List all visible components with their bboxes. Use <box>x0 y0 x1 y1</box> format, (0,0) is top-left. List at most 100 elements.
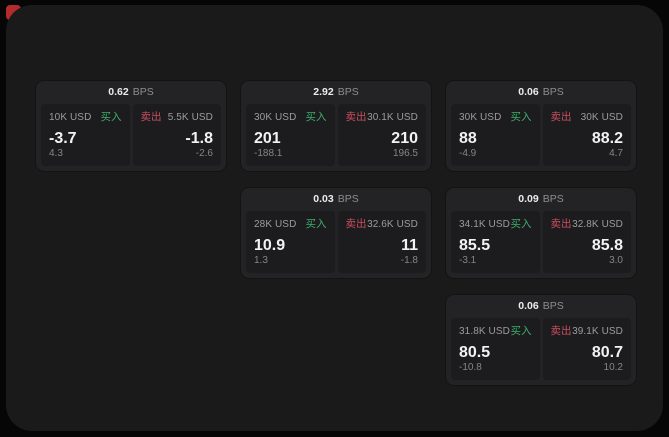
sell-price: 88.2 <box>591 130 623 147</box>
buy-tile-header: 34.1K USD 买入 <box>459 218 532 231</box>
sell-side-label: 卖出 <box>550 325 572 337</box>
buy-tile-header: 31.8K USD 买入 <box>459 325 532 338</box>
sell-quote-tile[interactable]: 卖出 30.1K USD 210 196.5 <box>337 104 426 166</box>
sell-side-label: 卖出 <box>345 218 367 230</box>
quote-card: 0.06 BPS 30K USD 买入 88 -4.9 卖出 30K USD <box>446 81 636 171</box>
sell-quote-tile[interactable]: 卖出 5.5K USD -1.8 -2.6 <box>132 104 221 166</box>
sell-tile-header: 卖出 39.1K USD <box>551 325 624 338</box>
sell-price: 80.7 <box>591 344 623 361</box>
quote-panels: 31.8K USD 买入 80.5 -10.8 卖出 39.1K USD 80.… <box>446 318 636 385</box>
sell-side-label: 卖出 <box>550 218 572 230</box>
bps-value: 2.92 <box>313 86 334 98</box>
buy-quote-tile[interactable]: 28K USD 买入 10.9 1.3 <box>246 211 335 273</box>
buy-delta: -4.9 <box>459 148 477 159</box>
buy-price: 80.5 <box>459 344 491 361</box>
sell-delta: -2.6 <box>195 148 213 159</box>
quote-card: 0.62 BPS 10K USD 买入 -3.7 4.3 卖出 5.5K USD <box>36 81 226 171</box>
buy-notional: 34.1K USD <box>459 219 510 230</box>
bps-label: BPS <box>542 86 564 98</box>
sell-notional: 32.8K USD <box>572 219 623 230</box>
sell-delta: -1.8 <box>400 255 418 266</box>
buy-notional: 28K USD <box>254 219 297 230</box>
buy-notional: 10K USD <box>49 112 92 123</box>
sell-quote-tile[interactable]: 卖出 30K USD 88.2 4.7 <box>542 104 631 166</box>
sell-tile-header: 卖出 32.6K USD <box>346 218 419 231</box>
buy-price: 201 <box>254 130 281 147</box>
quote-panels: 34.1K USD 买入 85.5 -3.1 卖出 32.8K USD 85.8… <box>446 211 636 278</box>
buy-side-label: 买入 <box>305 111 327 123</box>
bps-value: 0.62 <box>108 86 129 98</box>
sell-quote-tile[interactable]: 卖出 39.1K USD 80.7 10.2 <box>542 318 631 380</box>
buy-quote-tile[interactable]: 30K USD 买入 88 -4.9 <box>451 104 540 166</box>
sell-notional: 5.5K USD <box>167 112 213 123</box>
buy-tile-header: 10K USD 买入 <box>49 111 122 124</box>
bps-value: 0.03 <box>313 193 334 205</box>
buy-tile-header: 30K USD 买入 <box>459 111 532 124</box>
sell-quote-tile[interactable]: 卖出 32.6K USD 11 -1.8 <box>337 211 426 273</box>
buy-notional: 30K USD <box>254 112 297 123</box>
buy-quote-tile[interactable]: 34.1K USD 买入 85.5 -3.1 <box>451 211 540 273</box>
sell-delta: 196.5 <box>392 148 418 159</box>
buy-notional: 30K USD <box>459 112 502 123</box>
quote-card: 0.06 BPS 31.8K USD 买入 80.5 -10.8 卖出 39.1… <box>446 295 636 385</box>
buy-delta: -10.8 <box>459 362 482 373</box>
card-bps-header: 2.92 BPS <box>241 81 431 104</box>
sell-quote-tile[interactable]: 卖出 32.8K USD 85.8 3.0 <box>542 211 631 273</box>
buy-tile-header: 28K USD 买入 <box>254 218 327 231</box>
buy-quote-tile[interactable]: 31.8K USD 买入 80.5 -10.8 <box>451 318 540 380</box>
sell-notional: 39.1K USD <box>572 326 623 337</box>
sell-price: 210 <box>391 130 418 147</box>
sell-tile-header: 卖出 32.8K USD <box>551 218 624 231</box>
card-bps-header: 0.03 BPS <box>241 188 431 211</box>
sell-price: 11 <box>401 237 418 254</box>
quote-card: 0.09 BPS 34.1K USD 买入 85.5 -3.1 卖出 32.8K… <box>446 188 636 278</box>
buy-price: 88 <box>459 130 477 147</box>
sell-delta: 4.7 <box>609 148 623 159</box>
quote-panels: 30K USD 买入 201 -188.1 卖出 30.1K USD 210 1… <box>241 104 431 171</box>
buy-side-label: 买入 <box>510 218 532 230</box>
quote-panels: 30K USD 买入 88 -4.9 卖出 30K USD 88.2 4.7 <box>446 104 636 171</box>
buy-price: -3.7 <box>49 130 77 147</box>
bps-label: BPS <box>542 300 564 312</box>
quote-panels: 28K USD 买入 10.9 1.3 卖出 32.6K USD 11 -1.8 <box>241 211 431 278</box>
quote-card: 2.92 BPS 30K USD 买入 201 -188.1 卖出 30.1K … <box>241 81 431 171</box>
sell-price: 85.8 <box>591 237 623 254</box>
app-window: 0.62 BPS 10K USD 买入 -3.7 4.3 卖出 5.5K USD <box>6 5 663 431</box>
buy-side-label: 买入 <box>510 111 532 123</box>
bps-value: 0.06 <box>518 86 539 98</box>
quote-card: 0.03 BPS 28K USD 买入 10.9 1.3 卖出 32.6K US… <box>241 188 431 278</box>
card-bps-header: 0.06 BPS <box>446 295 636 318</box>
buy-tile-header: 30K USD 买入 <box>254 111 327 124</box>
buy-quote-tile[interactable]: 10K USD 买入 -3.7 4.3 <box>41 104 130 166</box>
buy-quote-tile[interactable]: 30K USD 买入 201 -188.1 <box>246 104 335 166</box>
buy-delta: 1.3 <box>254 255 268 266</box>
card-bps-header: 0.06 BPS <box>446 81 636 104</box>
buy-delta: -3.1 <box>459 255 477 266</box>
quote-panels: 10K USD 买入 -3.7 4.3 卖出 5.5K USD -1.8 -2.… <box>36 104 226 171</box>
buy-side-label: 买入 <box>305 218 327 230</box>
sell-side-label: 卖出 <box>345 111 367 123</box>
sell-side-label: 卖出 <box>550 111 572 123</box>
bps-label: BPS <box>337 86 359 98</box>
bps-label: BPS <box>542 193 564 205</box>
sell-price: -1.8 <box>185 130 213 147</box>
buy-side-label: 买入 <box>510 325 532 337</box>
sell-tile-header: 卖出 5.5K USD <box>141 111 214 124</box>
card-bps-header: 0.09 BPS <box>446 188 636 211</box>
buy-delta: 4.3 <box>49 148 63 159</box>
buy-delta: -188.1 <box>254 148 283 159</box>
bps-label: BPS <box>337 193 359 205</box>
quote-cards-grid: 0.62 BPS 10K USD 买入 -3.7 4.3 卖出 5.5K USD <box>36 81 636 385</box>
sell-delta: 10.2 <box>603 362 623 373</box>
sell-delta: 3.0 <box>609 255 623 266</box>
bps-value: 0.06 <box>518 300 539 312</box>
sell-tile-header: 卖出 30.1K USD <box>346 111 419 124</box>
card-bps-header: 0.62 BPS <box>36 81 226 104</box>
bps-value: 0.09 <box>518 193 539 205</box>
sell-side-label: 卖出 <box>140 111 162 123</box>
buy-price: 85.5 <box>459 237 491 254</box>
sell-notional: 30K USD <box>580 112 623 123</box>
buy-notional: 31.8K USD <box>459 326 510 337</box>
buy-side-label: 买入 <box>100 111 122 123</box>
bps-label: BPS <box>132 86 154 98</box>
